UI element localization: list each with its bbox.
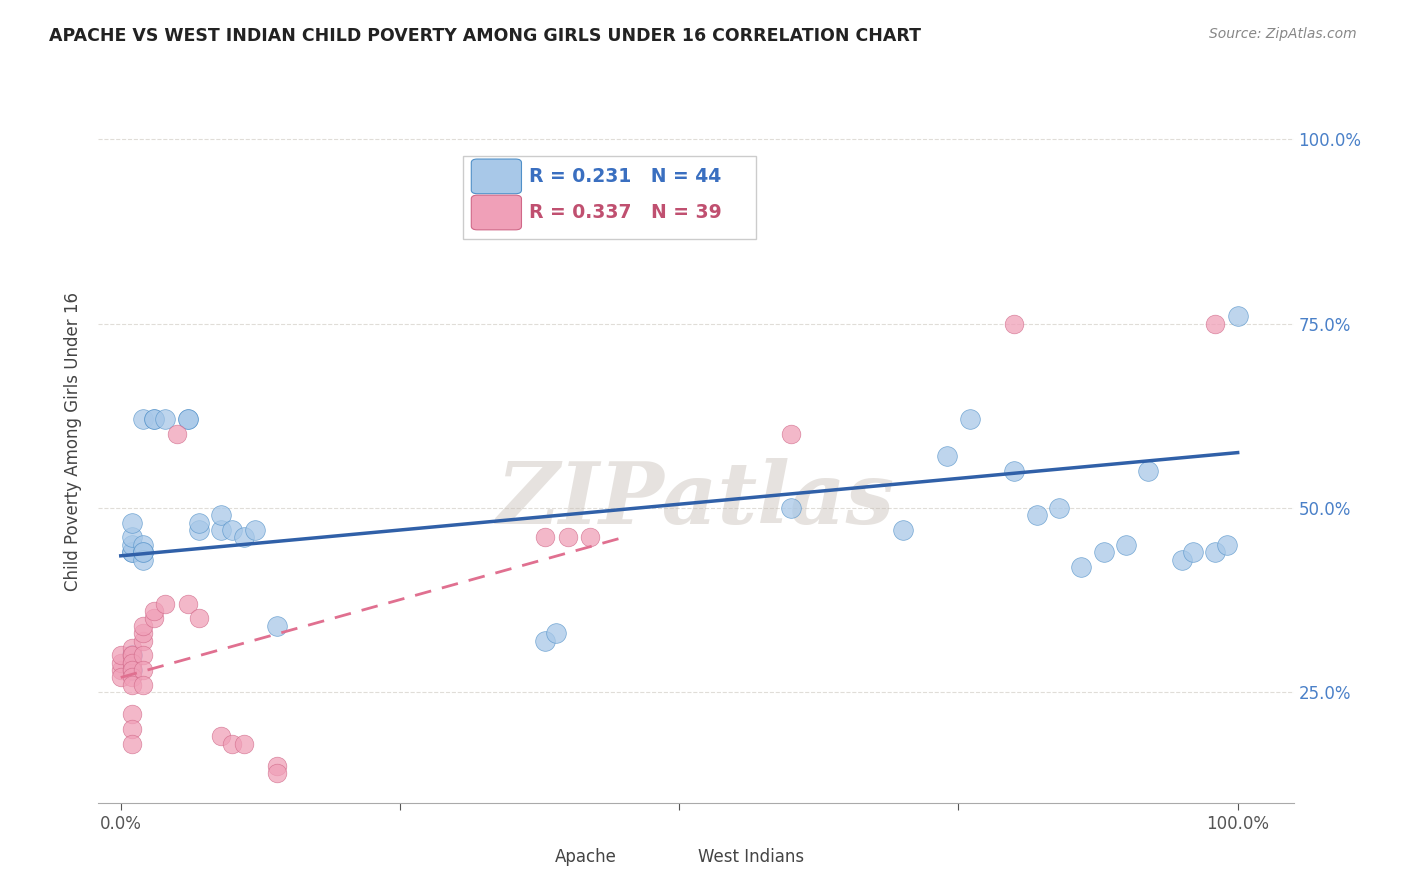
Point: [1047, 500, 1070, 515]
Point: [177, 412, 200, 426]
Point: [132, 412, 155, 426]
Point: [232, 737, 254, 751]
Point: [121, 545, 143, 559]
Point: [132, 648, 155, 663]
Point: [143, 604, 166, 618]
Point: [121, 648, 143, 663]
Point: [1204, 545, 1226, 559]
FancyBboxPatch shape: [471, 159, 522, 194]
Point: [177, 412, 200, 426]
Point: [266, 619, 288, 633]
Point: [121, 663, 143, 677]
Point: [121, 530, 143, 544]
Point: [121, 737, 143, 751]
Point: [266, 759, 288, 773]
Point: [121, 678, 143, 692]
Point: [579, 530, 602, 544]
FancyBboxPatch shape: [471, 195, 522, 230]
Point: [132, 633, 155, 648]
Point: [132, 678, 155, 692]
FancyBboxPatch shape: [650, 838, 692, 876]
Point: [1171, 552, 1194, 566]
Point: [132, 538, 155, 552]
Point: [132, 545, 155, 559]
Text: West Indians: West Indians: [699, 848, 804, 866]
Point: [221, 737, 243, 751]
Point: [121, 670, 143, 684]
Point: [121, 538, 143, 552]
Point: [187, 523, 209, 537]
Point: [132, 663, 155, 677]
Point: [187, 611, 209, 625]
Point: [121, 722, 143, 736]
Point: [166, 427, 188, 442]
Point: [1226, 309, 1249, 323]
Point: [143, 412, 166, 426]
Point: [110, 656, 132, 670]
Y-axis label: Child Poverty Among Girls Under 16: Child Poverty Among Girls Under 16: [63, 292, 82, 591]
Point: [959, 412, 981, 426]
Point: [155, 597, 177, 611]
Point: [132, 552, 155, 566]
Point: [155, 412, 177, 426]
Text: R = 0.337   N = 39: R = 0.337 N = 39: [529, 203, 721, 222]
Text: Apache: Apache: [555, 848, 617, 866]
Point: [1115, 538, 1137, 552]
Point: [121, 545, 143, 559]
Text: R = 0.231   N = 44: R = 0.231 N = 44: [529, 167, 721, 186]
Point: [1002, 317, 1025, 331]
Point: [1070, 560, 1092, 574]
Point: [132, 626, 155, 640]
Point: [110, 663, 132, 677]
Point: [780, 427, 803, 442]
Point: [143, 611, 166, 625]
Point: [1092, 545, 1115, 559]
Point: [243, 523, 266, 537]
Point: [110, 648, 132, 663]
Point: [121, 656, 143, 670]
Point: [1137, 464, 1160, 478]
Point: [1215, 538, 1237, 552]
Point: [1204, 317, 1226, 331]
Point: [534, 530, 557, 544]
Point: [132, 545, 155, 559]
Point: [546, 626, 568, 640]
Point: [121, 640, 143, 655]
Text: ZIPatlas: ZIPatlas: [496, 458, 896, 541]
Point: [557, 530, 579, 544]
FancyBboxPatch shape: [506, 838, 548, 876]
Point: [187, 516, 209, 530]
Point: [936, 450, 959, 464]
Point: [232, 530, 254, 544]
Point: [1025, 508, 1047, 523]
Text: APACHE VS WEST INDIAN CHILD POVERTY AMONG GIRLS UNDER 16 CORRELATION CHART: APACHE VS WEST INDIAN CHILD POVERTY AMON…: [49, 27, 921, 45]
Point: [121, 707, 143, 722]
Point: [209, 523, 232, 537]
Point: [132, 619, 155, 633]
Point: [177, 597, 200, 611]
Point: [1182, 545, 1205, 559]
FancyBboxPatch shape: [463, 156, 756, 239]
Point: [780, 500, 803, 515]
Point: [209, 508, 232, 523]
Point: [121, 656, 143, 670]
Point: [121, 516, 143, 530]
Point: [891, 523, 914, 537]
Text: Source: ZipAtlas.com: Source: ZipAtlas.com: [1209, 27, 1357, 41]
Point: [221, 523, 243, 537]
Point: [121, 663, 143, 677]
Point: [132, 545, 155, 559]
Point: [143, 412, 166, 426]
Point: [266, 766, 288, 780]
Point: [534, 633, 557, 648]
Point: [121, 648, 143, 663]
Point: [121, 648, 143, 663]
Point: [110, 670, 132, 684]
Point: [209, 730, 232, 744]
Point: [1002, 464, 1025, 478]
Point: [121, 663, 143, 677]
